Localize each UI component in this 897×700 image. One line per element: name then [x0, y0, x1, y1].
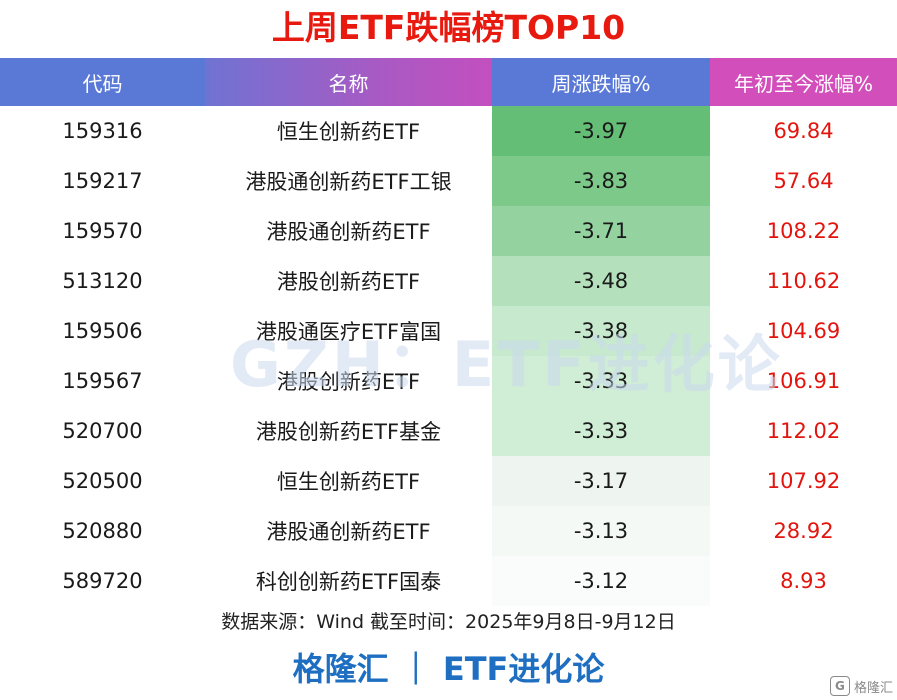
week-change: -3.48 [492, 256, 710, 306]
etf-code: 159316 [62, 119, 143, 143]
ytd-change: 106.91 [766, 369, 841, 393]
header-ytd-change: 年初至今涨幅% [710, 58, 897, 106]
etf-code: 159217 [62, 169, 143, 193]
etf-name: 港股通医疗ETF富国 [255, 320, 442, 344]
etf-name: 科创创新药ETF国泰 [255, 570, 442, 594]
table-row: 159567 港股创新药ETF -3.33 106.91 [0, 356, 897, 406]
table-row: 513120 港股创新药ETF -3.48 110.62 [0, 256, 897, 306]
week-change: -3.97 [492, 106, 710, 156]
table-row: 159570 港股通创新药ETF -3.71 108.22 [0, 206, 897, 256]
etf-code: 520880 [62, 519, 143, 543]
etf-name: 港股创新药ETF基金 [255, 420, 442, 444]
etf-code: 513120 [62, 269, 143, 293]
etf-name: 港股通创新药ETF工银 [245, 170, 452, 194]
etf-code: 589720 [62, 569, 143, 593]
table-header: 代码 名称 周涨跌幅% 年初至今涨幅% [0, 58, 897, 106]
week-change: -3.71 [492, 206, 710, 256]
etf-code: 159506 [62, 319, 143, 343]
etf-code: 159567 [62, 369, 143, 393]
ytd-change: 8.93 [780, 569, 827, 593]
table-row: 159316 恒生创新药ETF -3.97 69.84 [0, 106, 897, 156]
table-row: 159217 港股通创新药ETF工银 -3.83 57.64 [0, 156, 897, 206]
etf-name: 恒生创新药ETF [276, 120, 421, 144]
ytd-change: 107.92 [766, 469, 841, 493]
etf-name: 港股创新药ETF [276, 270, 421, 294]
table-body: 159316 恒生创新药ETF -3.97 69.84 159217 港股通创新药ETF工… [0, 106, 897, 606]
etf-code: 159570 [62, 219, 143, 243]
week-change: -3.33 [492, 356, 710, 406]
week-change: -3.33 [492, 406, 710, 456]
ytd-change: 108.22 [766, 219, 841, 243]
corner-logo-text: 格隆汇 [853, 680, 893, 696]
etf-name: 恒生创新药ETF [276, 470, 421, 494]
data-source-note: 数据来源：Wind 截至时间：2025年9月8日-9月12日 [221, 611, 676, 633]
etf-code: 520500 [62, 469, 143, 493]
ytd-change: 69.84 [773, 119, 834, 143]
etf-table: 代码 名称 周涨跌幅% 年初至今涨幅% 159316 恒生创新药ETF -3.97 6… [0, 58, 897, 606]
table-row: 589720 科创创新药ETF国泰 -3.12 8.93 [0, 556, 897, 606]
page-title: 上周ETF跌幅榜TOP10 [271, 8, 626, 47]
gelonghui-logo-icon: G [829, 676, 850, 696]
table-row: 520500 恒生创新药ETF -3.17 107.92 [0, 456, 897, 506]
ytd-change: 104.69 [766, 319, 841, 343]
etf-name: 港股创新药ETF [276, 370, 421, 394]
table-row: 520700 港股创新药ETF基金 -3.33 112.02 [0, 406, 897, 456]
week-change: -3.12 [492, 556, 710, 606]
header-code: 代码 [0, 58, 205, 106]
table-row: 520880 港股通创新药ETF -3.13 28.92 [0, 506, 897, 556]
etf-name: 港股通创新药ETF [266, 520, 431, 544]
ytd-change: 57.64 [773, 169, 834, 193]
ytd-change: 110.62 [766, 269, 841, 293]
week-change: -3.38 [492, 306, 710, 356]
footer-brand: 格隆汇 ｜ ETF进化论 [292, 650, 605, 688]
header-name: 名称 [205, 58, 492, 106]
etf-name: 港股通创新药ETF [266, 220, 431, 244]
corner-logo: G 格隆汇 [829, 676, 893, 696]
week-change: -3.13 [492, 506, 710, 556]
table-row: 159506 港股通医疗ETF富国 -3.38 104.69 [0, 306, 897, 356]
etf-code: 520700 [62, 419, 143, 443]
ytd-change: 28.92 [773, 519, 834, 543]
week-change: -3.83 [492, 156, 710, 206]
ytd-change: 112.02 [766, 419, 841, 443]
header-week-change: 周涨跌幅% [492, 58, 710, 106]
week-change: -3.17 [492, 456, 710, 506]
